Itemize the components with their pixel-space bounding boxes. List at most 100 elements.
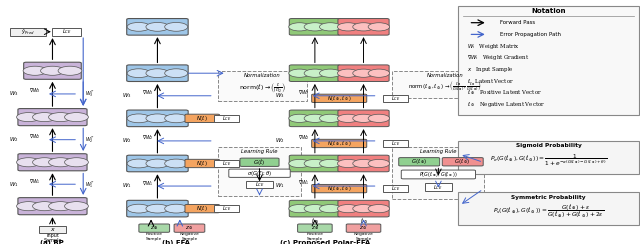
Text: Normalization: Normalization bbox=[426, 73, 463, 78]
Text: $P_\sigma(G(\ell_\oplus),G(\ell_\ominus)) = \dfrac{1}{1+e^{-\alpha(G(\ell_\oplus: $P_\sigma(G(\ell_\oplus),G(\ell_\ominus)… bbox=[490, 152, 607, 168]
FancyBboxPatch shape bbox=[127, 110, 188, 127]
Circle shape bbox=[353, 23, 374, 31]
Text: $L_{CE}$: $L_{CE}$ bbox=[433, 183, 444, 192]
FancyBboxPatch shape bbox=[289, 110, 340, 127]
Text: $W_1$: $W_1$ bbox=[275, 182, 284, 191]
Text: $\nabla W_2$: $\nabla W_2$ bbox=[29, 132, 40, 141]
Text: $L_{CE}$: $L_{CE}$ bbox=[255, 180, 264, 189]
FancyBboxPatch shape bbox=[218, 147, 301, 196]
Text: $W_3$: $W_3$ bbox=[10, 90, 19, 98]
Text: Negative
Sample: Negative Sample bbox=[179, 232, 200, 241]
FancyBboxPatch shape bbox=[246, 181, 273, 188]
Circle shape bbox=[146, 204, 169, 213]
Text: $N(\ell)$: $N(\ell)$ bbox=[196, 114, 208, 123]
Text: $N(\ell_\oplus,\ell_\ominus)$: $N(\ell_\oplus,\ell_\ominus)$ bbox=[327, 184, 351, 193]
FancyBboxPatch shape bbox=[174, 224, 205, 232]
Circle shape bbox=[337, 114, 359, 122]
FancyBboxPatch shape bbox=[383, 140, 408, 147]
FancyBboxPatch shape bbox=[399, 158, 440, 166]
Text: $W_i$   Weight Matrix: $W_i$ Weight Matrix bbox=[467, 42, 520, 51]
FancyBboxPatch shape bbox=[18, 198, 87, 215]
Text: $W_1$: $W_1$ bbox=[122, 182, 131, 191]
FancyBboxPatch shape bbox=[127, 200, 188, 217]
FancyBboxPatch shape bbox=[312, 184, 367, 193]
FancyBboxPatch shape bbox=[39, 226, 66, 233]
FancyBboxPatch shape bbox=[338, 65, 389, 81]
Circle shape bbox=[164, 114, 188, 123]
Circle shape bbox=[368, 69, 390, 77]
FancyBboxPatch shape bbox=[127, 65, 188, 81]
Circle shape bbox=[65, 202, 88, 211]
FancyBboxPatch shape bbox=[214, 205, 239, 212]
Circle shape bbox=[368, 114, 390, 122]
Text: $z_\ominus$: $z_\ominus$ bbox=[185, 224, 194, 232]
Circle shape bbox=[65, 112, 88, 122]
Circle shape bbox=[353, 114, 374, 122]
FancyBboxPatch shape bbox=[442, 158, 483, 166]
FancyBboxPatch shape bbox=[127, 19, 188, 35]
Circle shape bbox=[368, 23, 390, 31]
FancyBboxPatch shape bbox=[338, 200, 389, 217]
Text: $W_1$: $W_1$ bbox=[10, 180, 19, 189]
Circle shape bbox=[319, 159, 341, 168]
Text: $G(\ell_\oplus)$: $G(\ell_\oplus)$ bbox=[411, 157, 428, 166]
Circle shape bbox=[304, 159, 326, 168]
Circle shape bbox=[146, 22, 169, 31]
Circle shape bbox=[353, 69, 374, 77]
Circle shape bbox=[289, 23, 310, 31]
Circle shape bbox=[353, 204, 374, 213]
Text: $W_2^T$: $W_2^T$ bbox=[85, 134, 94, 145]
Circle shape bbox=[23, 66, 47, 75]
FancyBboxPatch shape bbox=[401, 170, 476, 179]
Circle shape bbox=[319, 23, 341, 31]
Circle shape bbox=[127, 69, 150, 78]
Circle shape bbox=[127, 204, 150, 213]
Text: $L_{CE}$: $L_{CE}$ bbox=[222, 114, 231, 123]
FancyBboxPatch shape bbox=[18, 109, 87, 126]
Text: $P_s(G(\ell_\oplus),G(\ell_\ominus)) = \dfrac{G(\ell_\oplus)+\epsilon}{G(\ell_\o: $P_s(G(\ell_\oplus),G(\ell_\ominus)) = \… bbox=[493, 202, 604, 220]
FancyBboxPatch shape bbox=[338, 19, 389, 35]
Circle shape bbox=[337, 204, 359, 213]
Text: $W_2$: $W_2$ bbox=[275, 136, 284, 145]
FancyBboxPatch shape bbox=[383, 95, 408, 102]
Text: Learning Rule: Learning Rule bbox=[241, 149, 278, 154]
FancyBboxPatch shape bbox=[52, 28, 81, 36]
Text: $W_3$: $W_3$ bbox=[122, 91, 131, 100]
FancyBboxPatch shape bbox=[338, 110, 389, 127]
Text: $z_\oplus$: $z_\oplus$ bbox=[310, 224, 319, 232]
Text: $\nabla W_3$: $\nabla W_3$ bbox=[298, 88, 309, 97]
Text: $\ell_\oplus$: $\ell_\oplus$ bbox=[311, 216, 319, 226]
FancyBboxPatch shape bbox=[458, 6, 639, 115]
Text: $L_{CE}$: $L_{CE}$ bbox=[391, 139, 400, 148]
Circle shape bbox=[337, 159, 359, 168]
Circle shape bbox=[289, 114, 310, 122]
Text: Negative
Sample: Negative Sample bbox=[353, 232, 374, 241]
Circle shape bbox=[146, 69, 169, 78]
Circle shape bbox=[49, 158, 72, 167]
Circle shape bbox=[319, 69, 341, 77]
Text: $L_{CE}$: $L_{CE}$ bbox=[391, 184, 400, 193]
FancyBboxPatch shape bbox=[346, 224, 381, 232]
Circle shape bbox=[304, 69, 326, 77]
Circle shape bbox=[33, 202, 56, 211]
Circle shape bbox=[353, 159, 374, 168]
Circle shape bbox=[146, 114, 169, 123]
Text: Learning Rule: Learning Rule bbox=[420, 149, 457, 154]
Circle shape bbox=[289, 69, 310, 77]
FancyBboxPatch shape bbox=[289, 19, 340, 35]
Text: $\nabla W_1$: $\nabla W_1$ bbox=[142, 179, 154, 188]
Circle shape bbox=[17, 158, 40, 167]
FancyBboxPatch shape bbox=[312, 139, 367, 148]
Circle shape bbox=[164, 159, 188, 168]
Text: $\ell_\ominus$: $\ell_\ominus$ bbox=[360, 216, 367, 226]
FancyBboxPatch shape bbox=[298, 224, 332, 232]
Text: Notation: Notation bbox=[531, 9, 566, 14]
FancyBboxPatch shape bbox=[458, 192, 639, 225]
Text: $G(\ell)$: $G(\ell)$ bbox=[253, 157, 266, 167]
Circle shape bbox=[337, 23, 359, 31]
FancyBboxPatch shape bbox=[185, 204, 220, 213]
FancyBboxPatch shape bbox=[289, 200, 340, 217]
Circle shape bbox=[33, 112, 56, 122]
Text: $x$   Input Sample: $x$ Input Sample bbox=[467, 65, 514, 74]
Text: $N(\ell)$: $N(\ell)$ bbox=[196, 204, 208, 213]
